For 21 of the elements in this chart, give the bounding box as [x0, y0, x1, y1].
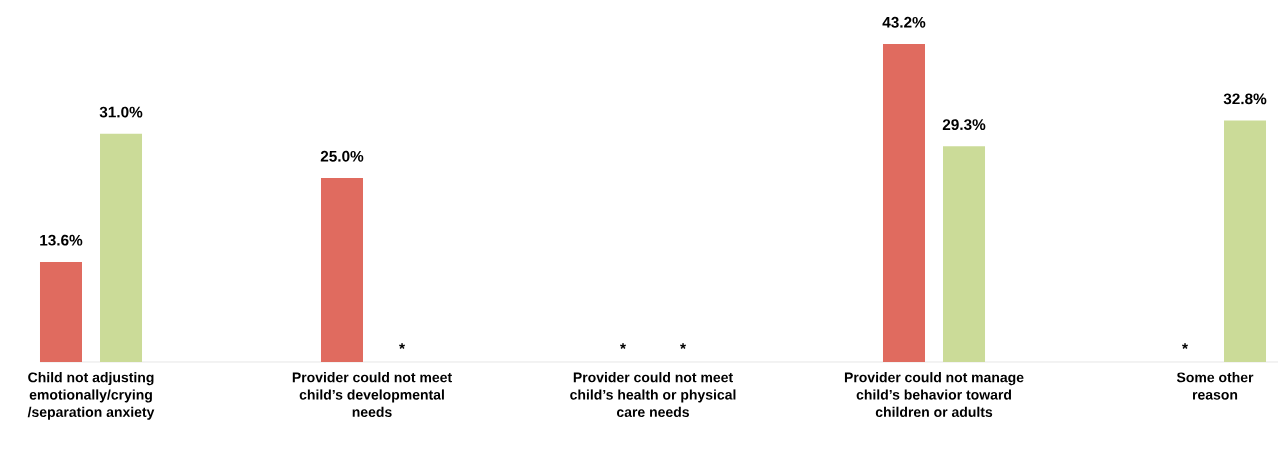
bar — [882, 44, 925, 362]
data-label: 29.3% — [942, 119, 986, 131]
bar — [1224, 120, 1267, 362]
x-tick-label: Some other reason — [1176, 372, 1254, 400]
bar — [100, 133, 143, 362]
x-tick-label: Provider could not manage child’s behavior toward children or adults — [844, 372, 1024, 417]
x-tick-label: Child not adjusting emotionally/crying /separation anxiety — [27, 372, 155, 420]
data-label: 25.0% — [320, 150, 364, 162]
data-label: 13.6% — [40, 234, 83, 246]
bar — [943, 146, 986, 362]
data-label: 43.2% — [882, 16, 926, 28]
text: * — [620, 343, 626, 349]
bar — [320, 177, 363, 362]
data-label: 32.8% — [1223, 93, 1267, 105]
x-tick-label: Provider could not meet child’s developmental needs — [292, 372, 452, 417]
x-tick-label: Provider could not meet child’s health or physical care needs — [570, 372, 736, 417]
data-label: 31.0% — [99, 106, 143, 118]
text: * — [399, 343, 405, 349]
bar — [39, 261, 82, 362]
text: * — [1182, 343, 1188, 349]
text: * — [680, 343, 686, 349]
